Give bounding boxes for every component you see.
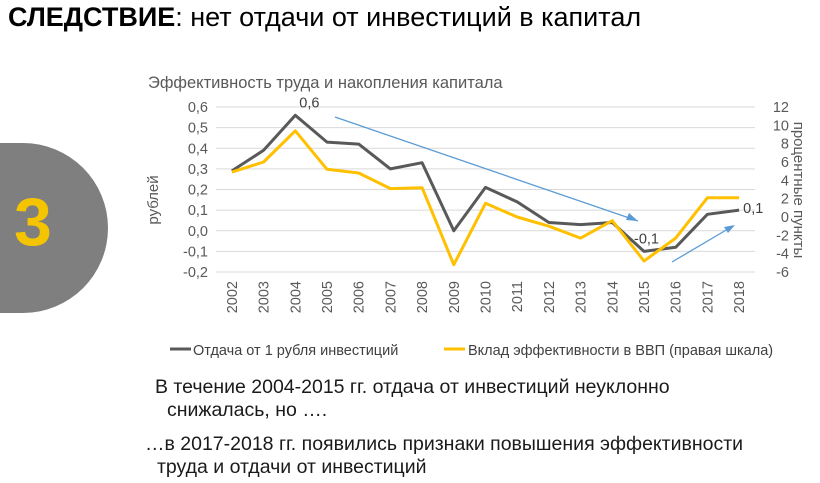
chart-title: Эффективность труда и накопления капитал… [148, 74, 503, 92]
note-decline-line1: В течение 2004-2015 гг. отдача от инвест… [155, 376, 670, 398]
badge-number: 3 [14, 184, 52, 260]
legend-label-right: Вклад эффективности в ВВП (правая шкала) [468, 343, 773, 359]
recovery-trend-arrow [671, 225, 734, 263]
y-axis-label: рублей [145, 175, 162, 224]
y2-tick-label: 6 [781, 155, 789, 171]
decline-trend-arrow [334, 116, 639, 222]
note-recovery: …в 2017-2018 гг. появились признаки повы… [145, 433, 743, 479]
data-label: 0,1 [743, 201, 763, 217]
x-tick-label: 2015 [637, 281, 653, 313]
y2-tick-label: 8 [781, 137, 789, 153]
y2-tick-label: 12 [773, 100, 789, 116]
series-line-investment-return [231, 113, 740, 253]
slide-headline: СЛЕДСТВИЕ: нет отдачи от инвестиций в ка… [8, 2, 641, 33]
y-tick-label: 0,3 [188, 162, 208, 178]
headline-rest: : нет отдачи от инвестиций в капитал [175, 2, 642, 32]
y-tick-label: -0,1 [183, 244, 208, 260]
note-recovery-line2: труда и отдачи от инвестиций [157, 456, 427, 478]
y-tick-label: -0,2 [183, 265, 208, 281]
series-line-efficiency-contribution [231, 129, 740, 267]
x-tick-label: 2006 [352, 281, 368, 313]
note-decline-line2: снижалась, но …. [167, 399, 328, 421]
y-tick-label: 0,1 [188, 203, 208, 219]
y-tick-label: 0,2 [188, 183, 208, 199]
y2-tick-label: -2 [776, 228, 789, 244]
y-tick-label: 0,4 [188, 141, 208, 157]
x-tick-label: 2012 [542, 281, 558, 313]
note-recovery-line1: …в 2017-2018 гг. появились признаки повы… [145, 433, 744, 455]
x-tick-label: 2005 [320, 281, 336, 313]
x-tick-label: 2003 [257, 281, 273, 313]
y2-tick-label: 2 [781, 192, 789, 208]
y2-tick-label: 4 [781, 173, 789, 189]
x-tick-label: 2014 [605, 281, 621, 313]
y2-tick-label: 0 [781, 210, 789, 226]
y-tick-label: 0,5 [188, 121, 208, 137]
y2-axis-label: процентные пункты [790, 122, 807, 259]
y2-tick-label: 10 [773, 118, 789, 134]
x-tick-label: 2013 [574, 281, 590, 313]
x-tick-label: 2002 [225, 281, 241, 313]
note-decline: В течение 2004-2015 гг. отдача от инвест… [155, 376, 670, 422]
x-tick-label: 2018 [732, 281, 748, 313]
legend-label-left: Отдача от 1 рубля инвестиций [193, 343, 398, 359]
chart-legend: Отдача от 1 рубля инвестиций Вклад эффек… [170, 343, 773, 359]
x-tick-label: 2004 [288, 281, 304, 313]
x-tick-label: 2016 [669, 281, 685, 313]
y-tick-label: 0,6 [188, 100, 208, 116]
x-tick-label: 2007 [383, 281, 399, 313]
y2-tick-label: -4 [776, 247, 789, 263]
x-tick-label: 2017 [700, 281, 716, 313]
x-tick-label: 2009 [447, 281, 463, 313]
data-label: 0,6 [299, 95, 319, 111]
x-tick-label: 2011 [510, 281, 526, 312]
data-label: -0,1 [634, 231, 659, 247]
y-tick-label: 0,0 [188, 224, 208, 240]
y2-tick-label: -6 [776, 265, 789, 281]
headline-bold: СЛЕДСТВИЕ [8, 2, 176, 32]
recovery-arrowhead [724, 225, 735, 233]
decline-arrowhead [626, 213, 638, 221]
x-tick-label: 2008 [415, 281, 431, 313]
x-tick-label: 2010 [479, 281, 495, 313]
